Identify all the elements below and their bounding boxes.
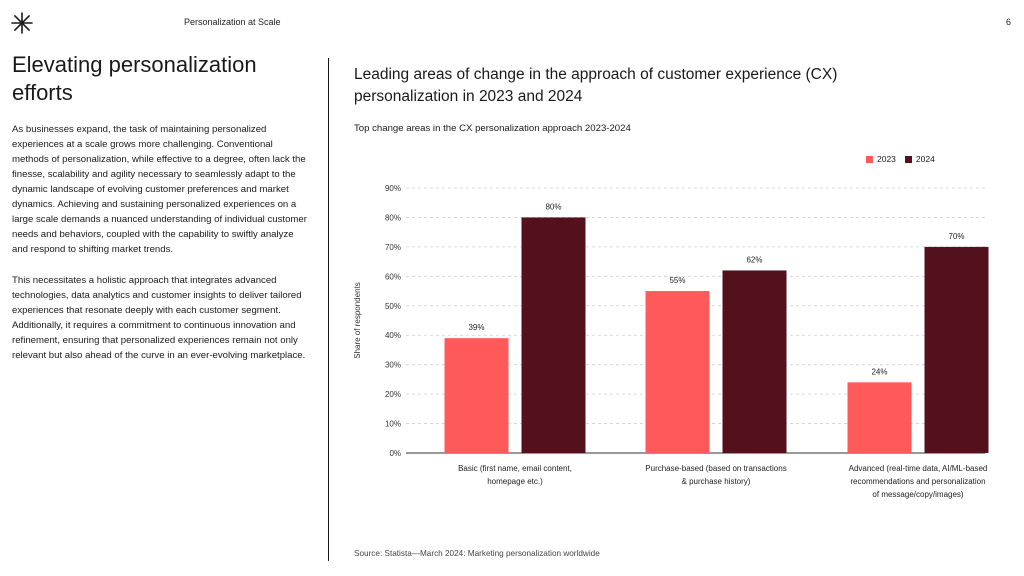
body-paragraph-1: As businesses expand, the task of mainta…	[12, 124, 307, 255]
x-tick-label: recommendations and personalization	[850, 477, 985, 486]
x-tick-label: Basic (first name, email content,	[458, 464, 572, 473]
body-text: As businesses expand, the task of mainta…	[12, 122, 312, 379]
asterisk-logo-icon	[11, 12, 33, 34]
bar-2024	[924, 246, 989, 453]
y-tick-label: 10%	[385, 420, 401, 429]
legend-label-2023: 2023	[877, 154, 896, 164]
y-tick-label: 70%	[385, 243, 401, 252]
y-tick-label: 20%	[385, 390, 401, 399]
bar-2023	[847, 382, 912, 453]
data-label-2024: 80%	[545, 202, 561, 211]
legend-item-2023: 2023	[866, 154, 896, 164]
legend-label-2024: 2024	[915, 154, 935, 164]
x-tick-label: of message/copy/images)	[872, 490, 963, 499]
vertical-divider	[328, 58, 329, 561]
y-tick-label: 60%	[385, 272, 401, 281]
x-tick-label: Purchase-based (based on transactions	[645, 464, 786, 473]
chart-subtitle: Top change areas in the CX personalizati…	[354, 123, 631, 134]
bar-2023	[645, 291, 710, 453]
data-label-2023: 39%	[468, 323, 484, 332]
y-tick-label: 0%	[389, 449, 401, 458]
data-label-2023: 55%	[669, 276, 685, 285]
chart-title: Leading areas of change in the approach …	[354, 66, 838, 105]
y-tick-label: 80%	[385, 213, 401, 222]
legend-swatch-2024	[904, 155, 912, 163]
y-tick-label: 50%	[385, 302, 401, 311]
section-headline: Elevating personalization efforts	[12, 52, 257, 105]
page-number: 6	[1005, 17, 1011, 27]
y-tick-label: 90%	[385, 184, 401, 193]
x-tick-label: homepage etc.)	[487, 477, 543, 486]
chart-legend: 2023 2024	[866, 154, 944, 164]
source-note: Source: Statista—March 2024: Marketing p…	[354, 549, 600, 558]
data-label-2024: 62%	[746, 255, 762, 264]
x-tick-label: & purchase history)	[682, 477, 751, 486]
bar-2023	[444, 338, 509, 453]
data-label-2023: 24%	[871, 367, 887, 376]
bar-2024	[722, 270, 787, 453]
header-title: Personalization at Scale	[184, 17, 281, 27]
legend-swatch-2023	[866, 155, 873, 163]
x-tick-label: Advanced (real-time data, AI/ML-based	[849, 464, 988, 473]
bar-2024	[521, 217, 586, 453]
y-tick-label: 30%	[385, 361, 401, 370]
bar-chart: 0% 10% 20% 30% 40% 50% 60% 70% 80% 90% Share of re…	[353, 184, 989, 499]
y-axis-label: Share of respondents	[353, 282, 362, 359]
y-tick-label: 40%	[385, 331, 401, 340]
data-label-2024: 70%	[948, 232, 964, 241]
body-paragraph-2: This necessitates a holistic approach th…	[12, 275, 306, 361]
legend-item-2024: 2024	[904, 154, 935, 164]
